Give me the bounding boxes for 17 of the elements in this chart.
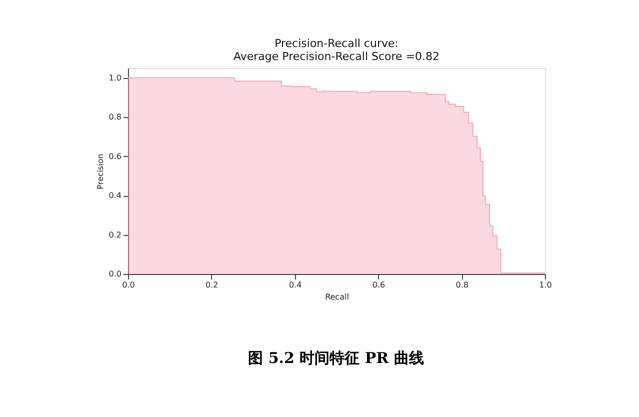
x-tick-label: 0.4 [288, 280, 302, 290]
x-tick-label: 0.0 [122, 280, 135, 290]
x-tick-label: 0.6 [372, 280, 386, 290]
caption: 图 5.2 时间特征 PR 曲线 [248, 349, 424, 367]
y-tick-label: 1.0 [108, 73, 122, 82]
x-tick-label: 0.2 [206, 280, 218, 290]
text: Average Precision-Recall Score =0.82 [233, 50, 440, 63]
y-axis-title: Precision [96, 154, 105, 190]
x-tick-label: 1.0 [539, 280, 552, 290]
text: Precision-Recall curve: [274, 37, 398, 50]
y-tick-label: 0.4 [108, 191, 122, 200]
x-axis-title: Recall [325, 292, 349, 302]
y-tick-label: 0.2 [108, 230, 122, 240]
y-tick-label: 0.0 [108, 270, 122, 278]
y-tick-label: 0.6 [108, 152, 122, 161]
y-tick-label: 0.8 [108, 112, 122, 122]
x-tick-label: 0.8 [456, 280, 468, 290]
